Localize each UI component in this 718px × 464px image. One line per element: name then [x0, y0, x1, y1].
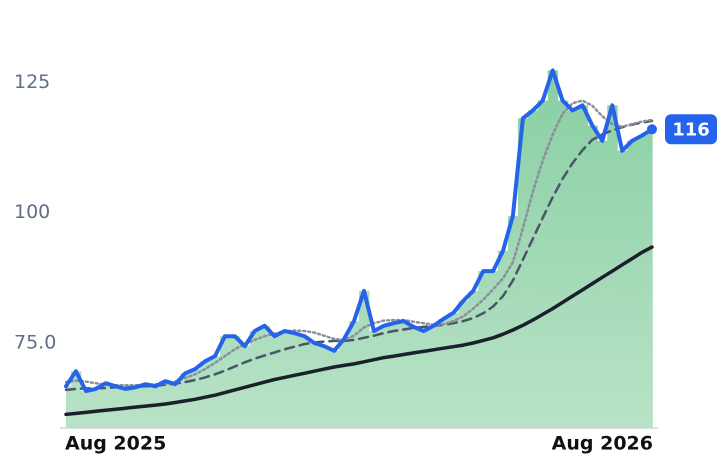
series-line: [64, 245, 654, 417]
x-tick-label: Aug 2026: [552, 433, 653, 455]
y-tick-label: 75.0: [14, 332, 56, 354]
x-tick-label: Aug 2025: [65, 433, 166, 455]
y-tick-label: 125: [14, 71, 50, 93]
value-badge: [665, 114, 717, 145]
value-label: 116: [672, 119, 710, 140]
series-line: [64, 68, 654, 393]
last-point: [647, 124, 657, 135]
series-line: [64, 119, 654, 392]
y-tick-label: 100: [14, 201, 50, 223]
